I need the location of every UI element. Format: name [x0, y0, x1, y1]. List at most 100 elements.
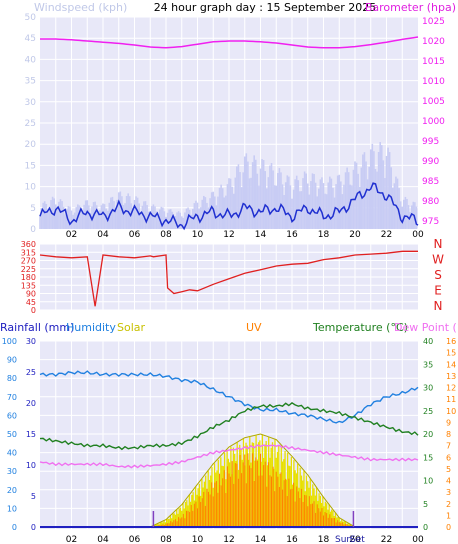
rain-tick-label: 25 — [26, 368, 36, 377]
uv-tick-label: 0 — [446, 523, 451, 532]
rain-tick-label: 10 — [26, 461, 36, 470]
compass-label: S — [434, 268, 442, 282]
temperature-line — [39, 402, 419, 451]
rain-tick-label: 15 — [26, 430, 36, 439]
legend-dew-point: Dew Point (°C) — [394, 321, 458, 334]
baro-tick-label: 1005 — [422, 97, 445, 107]
uv-tick-label: 11 — [446, 395, 456, 404]
compass-label: E — [434, 284, 442, 298]
time-tick-label: 12 — [223, 535, 234, 544]
uv-tick-label: 2 — [446, 500, 451, 509]
baro-tick-label: 995 — [422, 137, 439, 147]
chart-marks — [39, 36, 419, 528]
uv-tick-label: 14 — [446, 360, 456, 369]
baro-tick-label: 1020 — [422, 37, 445, 47]
baro-tick-label: 1000 — [422, 117, 445, 127]
solar-envelope — [150, 433, 356, 528]
baro-tick-label: 985 — [422, 177, 439, 187]
barometer-line — [40, 36, 419, 49]
baro-tick-label: 975 — [422, 217, 439, 227]
humidity-tick-label: 60 — [7, 411, 17, 420]
baro-tick-label: 980 — [422, 197, 439, 207]
wind-tick-label: 35 — [25, 77, 36, 87]
direction-tick-label: 135 — [21, 281, 36, 290]
humidity-tick-label: 40 — [7, 449, 17, 458]
uv-tick-label: 12 — [446, 384, 456, 393]
direction-tick-label: 45 — [26, 298, 36, 307]
wind-tick-label: 45 — [25, 34, 36, 44]
baro-tick-label: 990 — [422, 157, 439, 167]
temperature-tick-label: 40 — [423, 337, 433, 346]
humidity-tick-label: 10 — [7, 504, 17, 513]
temperature-tick-label: 25 — [423, 407, 433, 416]
time-tick-label: 12 — [223, 230, 234, 240]
uv-tick-label: 15 — [446, 349, 456, 358]
uv-tick-label: 10 — [446, 407, 456, 416]
time-tick-label: 10 — [192, 230, 204, 240]
compass-label: W — [432, 253, 444, 267]
direction-tick-label: 90 — [26, 290, 36, 299]
uv-tick-label: 8 — [446, 430, 451, 439]
legend-rainfall: Rainfall (mm) — [0, 321, 74, 334]
sunset-label-sun: Sun — [335, 535, 352, 544]
wind-tick-label: 50 — [25, 13, 37, 23]
temperature-tick-label: 5 — [423, 500, 428, 509]
sunset-label-set: Set — [350, 535, 365, 544]
direction-tick-label: 315 — [21, 248, 36, 257]
uv-tick-label: 3 — [446, 488, 451, 497]
rain-tick-label: 5 — [31, 492, 36, 501]
baro-tick-label: 1025 — [422, 17, 445, 27]
time-tick-label: 04 — [97, 230, 109, 240]
humidity-line — [39, 370, 419, 424]
time-tick-label: 18 — [318, 535, 330, 544]
time-tick-label: 06 — [129, 230, 141, 240]
compass-label: N — [434, 299, 443, 313]
rain-tick-label: 0 — [31, 523, 36, 532]
left-axis-title: Windspeed (kph) — [34, 1, 127, 14]
time-tick-label: 02 — [66, 535, 77, 544]
uv-tick-label: 16 — [446, 337, 456, 346]
temperature-tick-label: 20 — [423, 430, 433, 439]
humidity-tick-label: 100 — [2, 337, 17, 346]
uv-tick-label: 9 — [446, 418, 451, 427]
uv-tick-label: 7 — [446, 442, 451, 451]
uv-tick-label: 6 — [446, 453, 451, 462]
temperature-tick-label: 35 — [423, 360, 433, 369]
time-tick-label: 20 — [349, 230, 361, 240]
dew-point-line — [39, 444, 419, 469]
humidity-tick-label: 80 — [7, 374, 17, 383]
humidity-tick-label: 90 — [7, 356, 17, 365]
direction-tick-label: 180 — [21, 273, 36, 282]
time-tick-label: 14 — [255, 230, 267, 240]
legend-uv: UV — [246, 321, 262, 334]
temperature-tick-label: 30 — [423, 384, 433, 393]
humidity-tick-label: 0 — [12, 523, 17, 532]
time-tick-label: 08 — [160, 230, 172, 240]
wind-tick-label: 10 — [25, 183, 37, 193]
baro-tick-label: 1010 — [422, 77, 445, 87]
compass-label: N — [434, 237, 443, 251]
direction-tick-label: 270 — [21, 257, 36, 266]
time-tick-label: 02 — [66, 230, 77, 240]
direction-tick-label: 0 — [31, 306, 36, 315]
time-tick-label: 18 — [318, 230, 330, 240]
wind-tick-label: 5 — [30, 204, 36, 214]
time-tick-label: 16 — [286, 535, 298, 544]
direction-tick-label: 360 — [21, 240, 36, 249]
windspeed-line — [39, 182, 419, 231]
legend-solar: Solar — [117, 321, 146, 334]
chart-title: 24 hour graph day : 15 September 2025 — [154, 1, 377, 14]
humidity-tick-label: 50 — [7, 430, 17, 439]
wind-tick-label: 40 — [25, 55, 37, 65]
uv-tick-label: 4 — [446, 477, 451, 486]
rain-tick-label: 30 — [26, 337, 36, 346]
time-tick-label: 04 — [97, 535, 109, 544]
humidity-tick-label: 30 — [7, 467, 17, 476]
time-tick-label: 20 — [349, 535, 361, 544]
time-tick-label: 10 — [192, 535, 204, 544]
baro-tick-label: 1015 — [422, 57, 445, 67]
time-tick-label: 22 — [381, 230, 392, 240]
time-tick-label: 22 — [381, 535, 392, 544]
time-tick-label: 16 — [286, 230, 298, 240]
